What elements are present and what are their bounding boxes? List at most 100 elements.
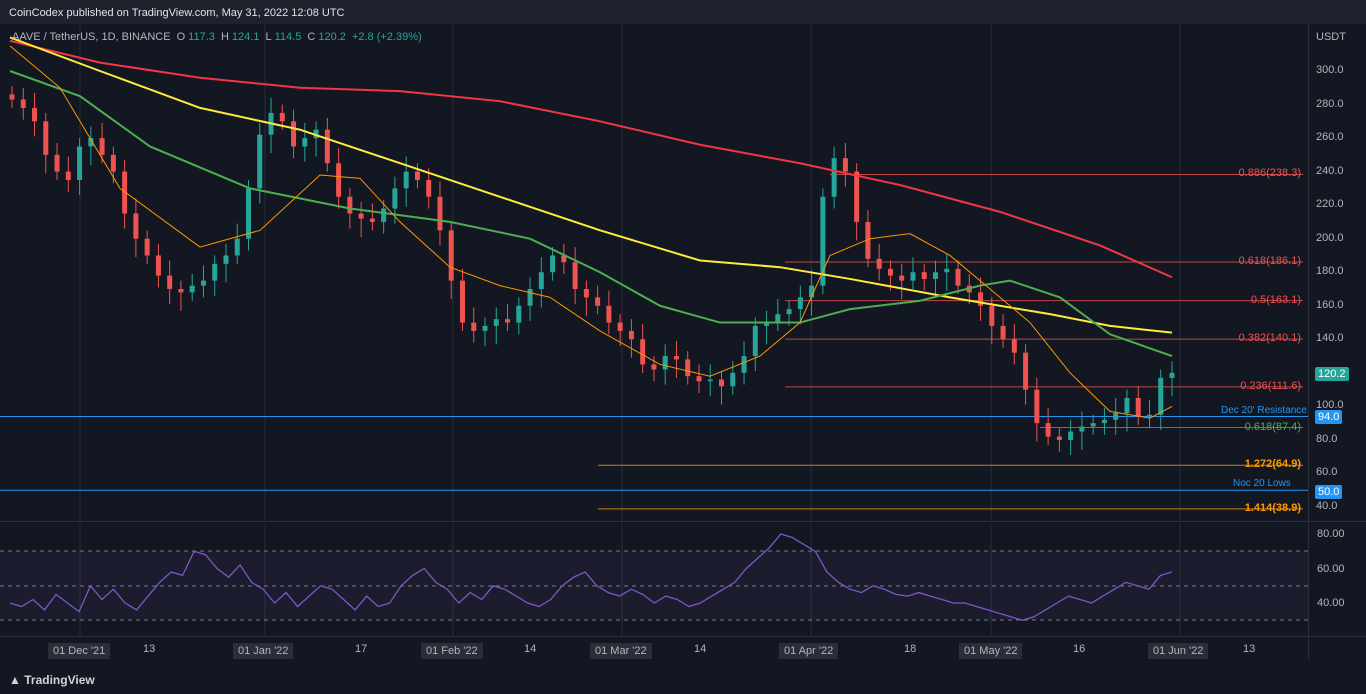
time-label: 01 Feb '22 [421,643,483,659]
price-tick: 300.0 [1316,64,1344,76]
candle-body [561,255,567,263]
last-price-tag: 120.2 [1315,367,1349,381]
candle-body [820,196,826,286]
candle-body [505,319,511,323]
candle-body [921,272,927,279]
candle-body [122,171,128,214]
time-label: 01 Jan '22 [233,643,294,659]
time-label: 01 Dec '21 [48,643,111,659]
high-label: H [220,31,229,43]
candle-body [775,314,781,323]
fib-label: 0.382(140.1) [1238,332,1301,345]
price-tick: 80.0 [1316,432,1338,445]
candle-body [9,94,15,100]
candle-body [459,280,465,323]
candle-body [133,213,139,239]
candle-body [673,356,679,360]
candle-body [516,305,522,323]
rsi-tick-80: 80.00 [1317,528,1345,540]
low-value: 114.5 [274,31,302,43]
price-pane[interactable] [0,24,1308,521]
candle-body [628,330,634,340]
ma50-line [9,70,1173,358]
candle-body [944,268,950,273]
candle-body [809,285,815,298]
candle-body [437,196,443,231]
candle-body [606,305,612,323]
candle-body [324,129,330,164]
lows-annotation: Noc 20 Lows [1233,478,1291,489]
price-tick: 260.0 [1316,131,1344,144]
candle-body [1045,423,1051,437]
open-value: 117.3 [188,31,215,43]
close-value: 120.2 [318,31,346,43]
candle-body [279,112,285,122]
currency-label: USDT [1316,31,1346,43]
candle-body [640,339,646,365]
candle-body [910,272,916,281]
candle-body [617,322,623,331]
time-label: 13 [1243,643,1256,655]
pane-separator[interactable] [0,521,1366,522]
candle-body [1158,377,1164,415]
time-label: 13 [143,643,156,655]
price-tick: 140.0 [1316,332,1344,345]
rsi-pane[interactable] [0,524,1308,636]
candle-body [527,289,533,306]
candle-body [482,325,488,331]
candle-body [392,188,398,209]
time-axis-separator [0,636,1366,637]
fib-label: 1.272(64.9) [1244,458,1301,471]
publish-info: CoinCodex published on TradingView.com, … [9,7,345,19]
open-label: O [176,31,186,43]
fib-label: 0.886(238.3) [1238,167,1301,180]
price-tick: 40.0 [1316,500,1338,512]
candle-body [110,154,116,172]
price-tick: 200.0 [1316,231,1344,244]
candle-body [1000,325,1006,340]
candle-body [448,230,454,281]
low-label: L [265,31,272,43]
high-value: 124.1 [231,31,260,43]
candle-body [1101,419,1107,424]
candle-body [1113,413,1119,420]
candle-body [313,129,319,139]
candle-body [842,158,848,172]
ma100-line [9,36,1173,334]
candle-body [471,322,477,331]
candle-body [978,292,984,306]
candle-body [797,297,803,310]
price-tick: 220.0 [1316,198,1344,211]
tradingview-logo[interactable]: ▲ TradingView [9,673,95,687]
fib-label: 0.618(87.4) [1244,420,1301,433]
candle-body [369,218,375,222]
candle-body [426,180,432,197]
rsi-band [0,551,1308,620]
candle-body [887,268,893,276]
time-label: 14 [694,643,707,655]
price-tick: 180.0 [1316,265,1344,278]
candle-body [865,221,871,259]
candle-body [1146,414,1152,417]
candle-body [54,154,60,172]
fib-label: 1.414(38.9) [1244,501,1301,514]
time-label: 18 [904,643,917,655]
footer-bar [0,663,1366,694]
price-tick: 240.0 [1316,164,1344,177]
candle-body [336,163,342,197]
candle-body [358,213,364,219]
brand-name: TradingView [24,673,95,687]
candle-body [234,238,240,256]
candle-body [955,268,961,286]
fib-label: 0.236(111.6) [1240,379,1301,392]
candle-body [752,325,758,357]
candle-body [99,138,105,155]
candle-body [854,171,860,222]
candle-body [719,379,725,387]
candle-body [1068,431,1074,440]
candle-body [257,134,263,189]
time-label: 01 Mar '22 [590,643,652,659]
candle-body [583,289,589,298]
candle-body [65,171,71,180]
